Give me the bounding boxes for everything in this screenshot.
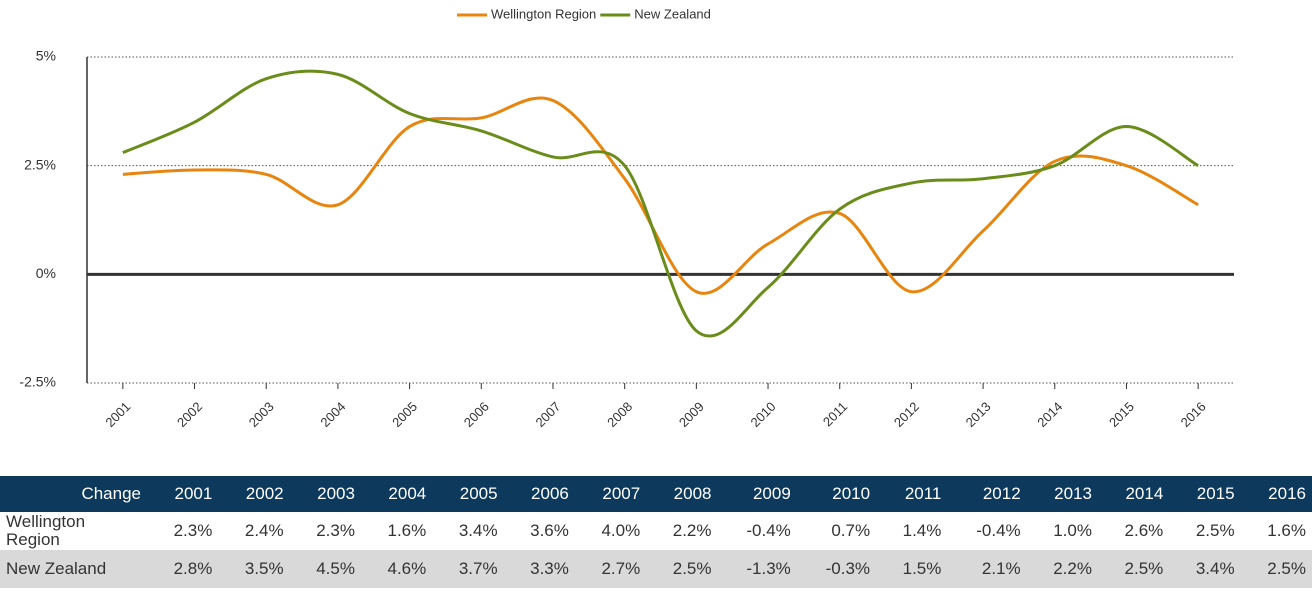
header-cell: 2005 bbox=[432, 476, 504, 512]
table-cell: 2.3% bbox=[173, 521, 213, 540]
table-cell: 4.0% bbox=[601, 521, 641, 540]
table-cell: 2.4% bbox=[244, 521, 284, 540]
table-cell: 2.1% bbox=[947, 550, 1027, 588]
chart: -2.5% 0% 2.5% 5% 2001 2002 2003 2004 2005 2006 200… bbox=[19, 6, 1234, 430]
table-cell: 4.6% bbox=[360, 550, 433, 588]
table-body: Wellington Region 2.3% 2.4% 2.3% 1.6% 3.4% 3.6… bbox=[0, 512, 1312, 588]
table-cell: 1.6% bbox=[387, 521, 427, 540]
legend-label: Wellington Region bbox=[491, 6, 596, 21]
x-tick-label: 2010 bbox=[748, 399, 779, 430]
table-cell: 3.5% bbox=[218, 550, 290, 588]
x-tick-label: 2009 bbox=[676, 399, 707, 430]
table-cell: 1.6% bbox=[1267, 521, 1306, 540]
y-tick-label: 5% bbox=[36, 48, 56, 64]
table-cell: 2.5% bbox=[1097, 550, 1170, 588]
table-cell: 0.7% bbox=[831, 521, 871, 540]
table-cell: -1.3% bbox=[717, 550, 797, 588]
series-line bbox=[122, 96, 1199, 295]
header-cell: 2016 bbox=[1240, 476, 1312, 512]
x-tick-label: 2008 bbox=[604, 399, 635, 430]
y-tick-label: 0% bbox=[36, 265, 56, 281]
header-cell: 2014 bbox=[1097, 476, 1170, 512]
table-cell: 3.6% bbox=[530, 521, 569, 540]
x-tick-label: 2003 bbox=[246, 399, 277, 430]
header-cell: 2012 bbox=[947, 476, 1027, 512]
table-cell: 1.0% bbox=[1053, 521, 1092, 540]
table-row: Wellington Region 2.3% 2.4% 2.3% 1.6% 3.4% 3.6… bbox=[0, 512, 1312, 550]
table-cell: New Zealand bbox=[0, 550, 147, 588]
table-cell: 2.5% bbox=[646, 550, 718, 588]
legend-label: New Zealand bbox=[634, 6, 711, 21]
table-cell: -0.4% bbox=[976, 521, 1021, 540]
table-cell: 2.2% bbox=[1026, 550, 1098, 588]
data-table: Change 2001 2002 2003 2004 2005 2006 2007 2008 20… bbox=[0, 476, 1312, 588]
x-tick-label: 2005 bbox=[389, 399, 420, 430]
header-cell: 2007 bbox=[574, 476, 647, 512]
table-cell: 2.3% bbox=[316, 521, 355, 540]
header-cell: 2010 bbox=[796, 476, 877, 512]
series-line bbox=[122, 69, 1199, 338]
x-tick-label: 2012 bbox=[891, 399, 922, 430]
header-cell: 2008 bbox=[646, 476, 718, 512]
x-tick-label: 2007 bbox=[532, 399, 563, 430]
x-tick-label: 2016 bbox=[1178, 399, 1209, 430]
header-cell: 2006 bbox=[503, 476, 575, 512]
table-cell: 1.4% bbox=[902, 521, 942, 540]
x-tick-label: 2001 bbox=[102, 399, 133, 430]
table-cell: -0.4% bbox=[746, 521, 791, 540]
table-cell: 4.5% bbox=[289, 550, 361, 588]
x-tick-label: 2015 bbox=[1106, 399, 1137, 430]
header-cell: 2001 bbox=[147, 476, 219, 512]
table-cell: 1.5% bbox=[876, 550, 948, 588]
x-tick-label: 2006 bbox=[461, 399, 492, 430]
table-cell: -0.3% bbox=[796, 550, 877, 588]
table-cell: 3.7% bbox=[432, 550, 504, 588]
table-cell: 3.4% bbox=[458, 521, 498, 540]
table-cell: 2.5% bbox=[1195, 521, 1235, 540]
x-tick-label: 2011 bbox=[820, 399, 850, 429]
table-header: Change 2001 2002 2003 2004 2005 2006 2007 2008 20… bbox=[0, 476, 1312, 512]
table-cell: 2.7% bbox=[574, 550, 647, 588]
x-tick-label: 2004 bbox=[317, 399, 348, 430]
table-row: New Zealand 2.8% 3.5% 4.5% 4.6% 3.7% 3.3% 2.7% 2… bbox=[0, 550, 1312, 588]
header-cell: 2015 bbox=[1169, 476, 1241, 512]
table-cell: 2.5% bbox=[1240, 550, 1312, 588]
x-tick-label: 2002 bbox=[174, 399, 205, 430]
header-cell: 2009 bbox=[717, 476, 797, 512]
x-tick-label: 2013 bbox=[963, 399, 994, 430]
header-cell: 2011 bbox=[876, 476, 948, 512]
table-cell: 3.4% bbox=[1169, 550, 1241, 588]
table-cell: 2.2% bbox=[672, 521, 712, 540]
header-cell: 2003 bbox=[289, 476, 361, 512]
table-cell: Wellington Region bbox=[6, 512, 86, 549]
header-cell: 2013 bbox=[1026, 476, 1098, 512]
y-tick-label: 2.5% bbox=[24, 156, 56, 172]
header-cell: 2004 bbox=[360, 476, 433, 512]
header-cell: 2002 bbox=[218, 476, 290, 512]
header-cell: Change bbox=[0, 476, 147, 512]
table-cell: 2.6% bbox=[1124, 521, 1164, 540]
y-tick-label: -2.5% bbox=[19, 374, 56, 390]
x-tick-label: 2014 bbox=[1034, 399, 1065, 430]
table-cell: 2.8% bbox=[147, 550, 219, 588]
table-cell: 3.3% bbox=[503, 550, 575, 588]
